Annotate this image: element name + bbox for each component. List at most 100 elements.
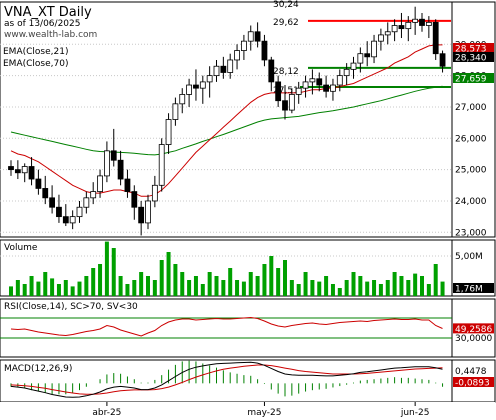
resistance-level-label: 29,62 xyxy=(273,18,299,28)
candle-down xyxy=(275,81,282,102)
ema21-value-badge xyxy=(453,43,494,53)
x-axis-band xyxy=(0,402,495,419)
candle-up xyxy=(227,59,234,73)
volume-bar xyxy=(22,284,27,296)
x-axis-label: jun-25 xyxy=(400,408,430,418)
candle-down xyxy=(42,188,49,199)
volume-bar xyxy=(29,276,34,296)
candle-down xyxy=(268,59,275,83)
candle-down xyxy=(131,191,138,208)
volume-tick-label: 5,00M xyxy=(455,252,483,262)
candle-up xyxy=(384,31,391,36)
candle-down xyxy=(432,21,439,55)
volume-bar xyxy=(406,280,411,296)
volume-bar xyxy=(63,280,68,296)
volume-bar xyxy=(139,272,144,296)
volume-bar xyxy=(235,280,240,296)
price-value-badge xyxy=(453,52,494,62)
volume-bar xyxy=(50,278,55,296)
candle-up xyxy=(295,87,302,95)
candle-down xyxy=(110,150,117,161)
candle-up xyxy=(165,119,172,145)
ema70-legend: EMA(Close,70) xyxy=(3,59,68,69)
candle-up xyxy=(350,62,357,70)
chart-header: VNA_XT Daily as of 13/06/2025 www.wealth… xyxy=(3,5,97,69)
volume-bar xyxy=(296,284,301,296)
candle-up xyxy=(151,184,158,202)
rsi-tick-label: 30,0000 xyxy=(455,334,492,344)
as-of-date: as of 13/06/2025 xyxy=(4,19,80,29)
candle-up xyxy=(288,94,295,111)
price-value-text: 28,340 xyxy=(455,54,487,64)
volume-bar xyxy=(125,284,130,296)
candle-up xyxy=(234,50,240,61)
volume-bar xyxy=(289,280,294,296)
volume-bar xyxy=(221,280,226,296)
ema70-value-text: 27,659 xyxy=(455,75,487,85)
candle-up xyxy=(412,18,419,23)
candle-up xyxy=(405,21,412,30)
candle-up xyxy=(343,68,350,77)
candle-up xyxy=(336,75,343,86)
macd-hist-badge xyxy=(453,377,494,387)
volume-bar xyxy=(84,276,89,296)
candle-up xyxy=(83,197,90,208)
ema21-value-text: 28,573 xyxy=(455,45,487,55)
volume-bar xyxy=(173,264,178,296)
ema70-value-badge xyxy=(453,73,494,83)
macd-plot-frame xyxy=(0,359,453,403)
price-panel: 23,00024,00025,00026,00027,00028,00029,0… xyxy=(0,0,496,238)
candle-down xyxy=(323,84,330,92)
volume-bar xyxy=(241,281,246,296)
volume-bar xyxy=(433,264,438,296)
rsi-line xyxy=(10,316,443,337)
candle-up xyxy=(199,81,206,89)
candle-up xyxy=(240,40,247,51)
volume-bar xyxy=(255,276,260,296)
rsi-last-value: 49,2586 xyxy=(455,325,492,335)
chart-title: VNA_XT Daily xyxy=(4,5,92,20)
volume-bar xyxy=(36,281,41,296)
price-tick-label: 24,000 xyxy=(455,197,487,207)
volume-bar xyxy=(378,284,383,296)
volume-bar xyxy=(187,280,192,296)
volume-bar xyxy=(344,280,349,296)
candle-down xyxy=(220,65,227,73)
macd-hist-value: -0,0893 xyxy=(455,379,490,389)
macd-last-value: 0,4478 xyxy=(455,367,487,377)
x-axis-label: abr-25 xyxy=(92,408,121,418)
volume-bar xyxy=(228,268,233,296)
candle-down xyxy=(419,18,425,26)
price-tick-label: 27,000 xyxy=(455,103,487,113)
website-link[interactable]: www.wealth-lab.com xyxy=(4,30,97,40)
candle-down xyxy=(261,40,268,61)
volume-bar xyxy=(372,280,377,296)
candle-up xyxy=(179,94,186,105)
volume-panel: 5,00M Volume 1,76M xyxy=(0,239,496,297)
volume-bar xyxy=(385,280,390,296)
volume-bar xyxy=(269,256,274,296)
macd-label: MACD(12,26,9) xyxy=(4,364,72,374)
ema21-legend: EMA(Close,21) xyxy=(3,47,68,57)
volume-bar xyxy=(207,272,212,296)
volume-bar xyxy=(98,264,103,296)
candle-down xyxy=(398,25,405,30)
volume-bar xyxy=(200,284,205,296)
candle-down xyxy=(364,53,371,58)
macd-panel: MACD(12,26,9) 0,4478 -0,0893 xyxy=(0,359,496,403)
volume-bar xyxy=(317,281,322,296)
volume-bar xyxy=(152,280,157,296)
candle-down xyxy=(439,53,446,67)
volume-bar xyxy=(337,288,342,296)
volume-bar xyxy=(399,276,404,296)
rsi-plot-frame xyxy=(0,298,453,358)
macd-line xyxy=(10,361,443,398)
volume-bar xyxy=(426,284,431,296)
candle-up xyxy=(247,31,254,42)
volume-bar xyxy=(9,286,13,296)
volume-bar xyxy=(56,284,61,296)
volume-last-badge xyxy=(453,283,494,293)
volume-bar xyxy=(283,260,287,296)
rsi-panel: 30,0000 RSI(Close,14), SC>70, SV<30 49,258… xyxy=(0,298,496,358)
